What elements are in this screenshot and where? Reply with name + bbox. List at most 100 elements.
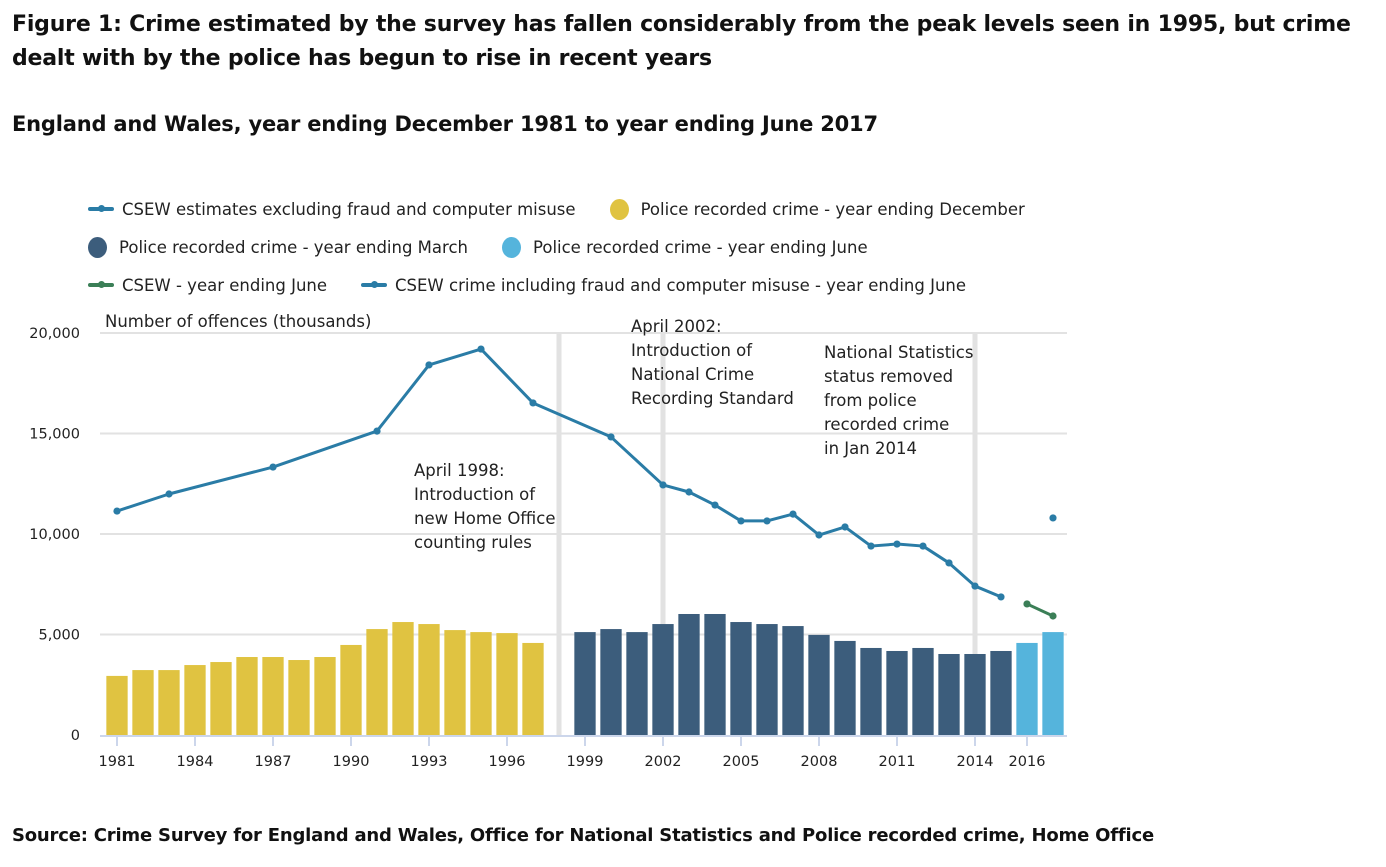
y-tick-label: 0	[71, 728, 80, 744]
dot-marker-icon	[609, 198, 629, 220]
x-tick-label: 1981	[99, 754, 136, 770]
bar	[990, 650, 1012, 735]
legend-label: Police recorded crime - year ending Marc…	[119, 237, 468, 257]
annotation-text: from police	[824, 391, 917, 410]
bar	[652, 624, 674, 735]
annotation-text: counting rules	[414, 533, 532, 552]
x-tick-label: 1993	[411, 754, 448, 770]
annotation-text: recorded crime	[824, 415, 949, 434]
bar	[262, 657, 284, 735]
bar	[444, 630, 466, 735]
line-marker-icon	[88, 281, 114, 288]
data-point	[477, 345, 485, 353]
x-tick-label: 2002	[645, 754, 682, 770]
bar	[678, 613, 700, 735]
annotation-text: Introduction of	[414, 485, 536, 504]
legend-item-csew-june[interactable]: CSEW - year ending June	[88, 276, 327, 295]
y-tick-label: 5,000	[38, 628, 80, 644]
data-point	[789, 510, 797, 518]
data-point	[607, 433, 615, 441]
legend-label: CSEW - year ending June	[122, 275, 328, 295]
bar	[132, 670, 154, 735]
bar	[1016, 642, 1038, 735]
x-tick-label: 2008	[801, 754, 838, 770]
data-point	[373, 427, 381, 435]
legend: CSEW estimates excluding fraud and compu…	[88, 190, 1059, 304]
legend-item-prc-june[interactable]: Police recorded crime - year ending June	[501, 236, 868, 258]
data-point	[529, 399, 537, 407]
annotation-text: in Jan 2014	[824, 439, 917, 458]
line-series	[113, 345, 1057, 620]
data-point	[711, 501, 719, 509]
x-tick-label: 1996	[489, 754, 526, 770]
bar	[626, 632, 648, 735]
data-point	[971, 582, 979, 590]
bar	[912, 647, 934, 735]
data-point	[425, 361, 433, 369]
data-point	[269, 463, 277, 471]
data-point	[1049, 514, 1057, 522]
annotation-text: National Crime	[631, 365, 754, 384]
data-point	[815, 531, 823, 539]
series-line	[1025, 602, 1055, 618]
bar	[860, 647, 882, 735]
annotation-text: Recording Standard	[631, 389, 794, 408]
y-tick-label: 10,000	[29, 527, 80, 543]
bar	[340, 644, 362, 735]
bar	[1042, 632, 1064, 735]
chart-title: Figure 1: Crime estimated by the survey …	[12, 12, 1351, 71]
bar	[756, 624, 778, 735]
line-marker-icon	[361, 281, 388, 288]
bar	[470, 632, 492, 735]
bar	[236, 657, 258, 735]
bar	[496, 633, 518, 735]
chart-subtitle: England and Wales, year ending December …	[12, 112, 878, 136]
bar	[392, 622, 414, 735]
x-tick-label: 2005	[723, 754, 760, 770]
data-point	[945, 559, 953, 567]
x-tick-label: 2016	[1009, 754, 1046, 770]
legend-item-csew-incl-fraud[interactable]: CSEW crime including fraud and computer …	[361, 276, 966, 295]
dot-marker-icon	[501, 236, 521, 258]
annotation-text: April 1998:	[414, 461, 505, 480]
legend-item-prc-december[interactable]: Police recorded crime - year ending Dece…	[609, 198, 1025, 220]
bar	[574, 632, 596, 735]
x-tick-label: 1987	[255, 754, 292, 770]
bar	[288, 660, 310, 735]
bars	[106, 613, 1064, 735]
annotations: April 1998: Introduction of new Home Offic…	[414, 317, 973, 552]
annotation-text: status removed	[824, 367, 953, 386]
annotation-text: April 2002:	[631, 317, 722, 336]
data-point	[659, 481, 667, 489]
data-point	[1049, 612, 1057, 620]
bar	[184, 665, 206, 735]
bar	[600, 629, 622, 735]
series-line	[115, 347, 1003, 599]
data-point	[867, 542, 875, 550]
x-tick-label: 2011	[879, 754, 916, 770]
y-tick-label: 20,000	[29, 326, 80, 342]
bar	[782, 626, 804, 735]
bar	[418, 624, 440, 735]
bar	[834, 640, 856, 735]
bar	[314, 657, 336, 735]
data-point	[113, 507, 121, 515]
dot-marker-icon	[88, 236, 107, 258]
bar	[106, 675, 128, 735]
legend-label: Police recorded crime - year ending June	[532, 237, 868, 257]
bar	[938, 653, 960, 735]
data-point	[919, 542, 927, 550]
x-tick-label: 1999	[567, 754, 604, 770]
legend-item-prc-march[interactable]: Police recorded crime - year ending Marc…	[88, 236, 468, 258]
annotation-text: new Home Office	[414, 509, 555, 528]
data-point	[737, 517, 745, 525]
legend-item-csew-excl-fraud[interactable]: CSEW estimates excluding fraud and compu…	[88, 200, 576, 219]
bar	[210, 662, 232, 735]
bar	[158, 670, 180, 735]
legend-label: CSEW estimates excluding fraud and compu…	[122, 199, 576, 219]
bar	[366, 629, 388, 735]
bar	[522, 642, 544, 735]
y-axis-label: Number of offences (thousands)	[105, 312, 371, 331]
data-point	[841, 523, 849, 531]
